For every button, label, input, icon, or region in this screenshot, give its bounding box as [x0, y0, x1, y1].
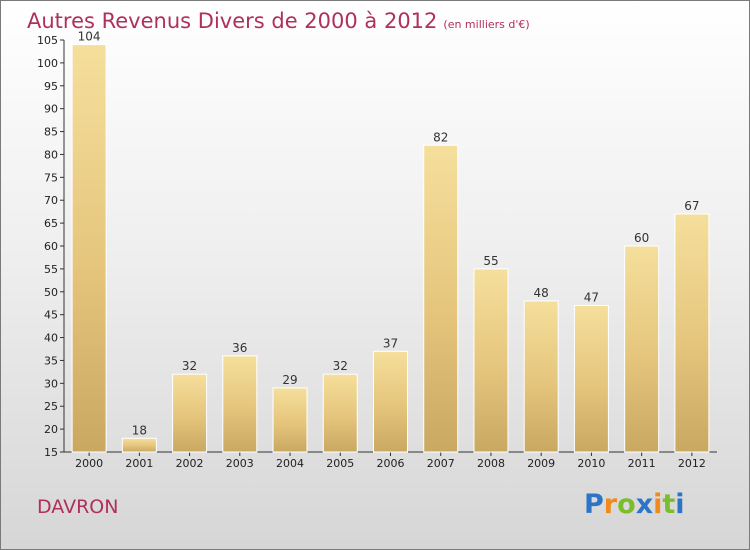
- y-tick-label: 90: [44, 103, 58, 116]
- y-tick-label: 50: [44, 286, 58, 299]
- y-tick-label: 30: [44, 377, 58, 390]
- y-tick-label: 60: [44, 240, 58, 253]
- bar-value-label: 18: [132, 423, 147, 437]
- y-tick-label: 25: [44, 400, 58, 413]
- bar-value-label: 47: [584, 291, 599, 305]
- x-tick-label: 2007: [427, 457, 455, 470]
- x-tick-label: 2000: [75, 457, 103, 470]
- y-tick-label: 55: [44, 263, 58, 276]
- x-tick-label: 2003: [226, 457, 254, 470]
- x-tick-label: 2008: [477, 457, 505, 470]
- x-tick-label: 2011: [628, 457, 656, 470]
- x-tick-label: 2004: [276, 457, 304, 470]
- proxiti-logo: Proxiti: [584, 489, 685, 520]
- bar: [172, 373, 208, 453]
- x-tick-label: 2001: [125, 457, 153, 470]
- x-tick-label: 2012: [678, 457, 706, 470]
- bar-value-label: 67: [684, 199, 699, 213]
- y-tick-label: 35: [44, 354, 58, 367]
- y-tick-label: 40: [44, 332, 58, 345]
- y-tick-label: 70: [44, 194, 58, 207]
- y-tick-label: 105: [37, 34, 58, 47]
- y-tick-label: 20: [44, 423, 58, 436]
- chart-unit: (en milliers d'€): [443, 18, 530, 31]
- bar: [624, 245, 660, 453]
- bar: [222, 355, 258, 453]
- y-tick-label: 75: [44, 171, 58, 184]
- bar: [674, 213, 710, 453]
- bar-value-label: 82: [433, 130, 448, 144]
- bar-value-label: 37: [383, 336, 398, 350]
- bar: [121, 437, 157, 453]
- x-tick-label: 2006: [377, 457, 405, 470]
- bar-value-label: 55: [483, 254, 498, 268]
- bar-value-label: 32: [182, 359, 197, 373]
- bar: [573, 305, 609, 453]
- y-tick-label: 15: [44, 446, 58, 459]
- y-tick-label: 95: [44, 80, 58, 93]
- y-tick-label: 65: [44, 217, 58, 230]
- x-tick-label: 2002: [176, 457, 204, 470]
- x-tick-label: 2005: [326, 457, 354, 470]
- city-name: DAVRON: [37, 496, 119, 518]
- x-tick-label: 2010: [577, 457, 605, 470]
- y-tick-label: 45: [44, 309, 58, 322]
- bar-value-label: 32: [333, 359, 348, 373]
- bar-value-label: 104: [78, 30, 101, 44]
- y-tick-label: 100: [37, 57, 58, 70]
- y-tick-label: 80: [44, 148, 58, 161]
- bar: [373, 350, 408, 453]
- bar: [423, 144, 459, 453]
- bar: [473, 268, 509, 453]
- bar: [523, 300, 559, 453]
- bar-value-label: 36: [232, 341, 247, 355]
- bar-value-label: 60: [634, 231, 649, 245]
- bar-value-label: 29: [282, 373, 297, 387]
- chart-title: Autres Revenus Divers de 2000 à 2012 (en …: [27, 9, 530, 33]
- bar: [71, 44, 107, 453]
- x-tick-label: 2009: [527, 457, 555, 470]
- y-tick-label: 85: [44, 126, 58, 139]
- bar-value-label: 48: [534, 286, 549, 300]
- bar: [322, 373, 358, 453]
- chart-title-text: Autres Revenus Divers de 2000 à 2012: [27, 9, 438, 33]
- bar: [272, 387, 308, 453]
